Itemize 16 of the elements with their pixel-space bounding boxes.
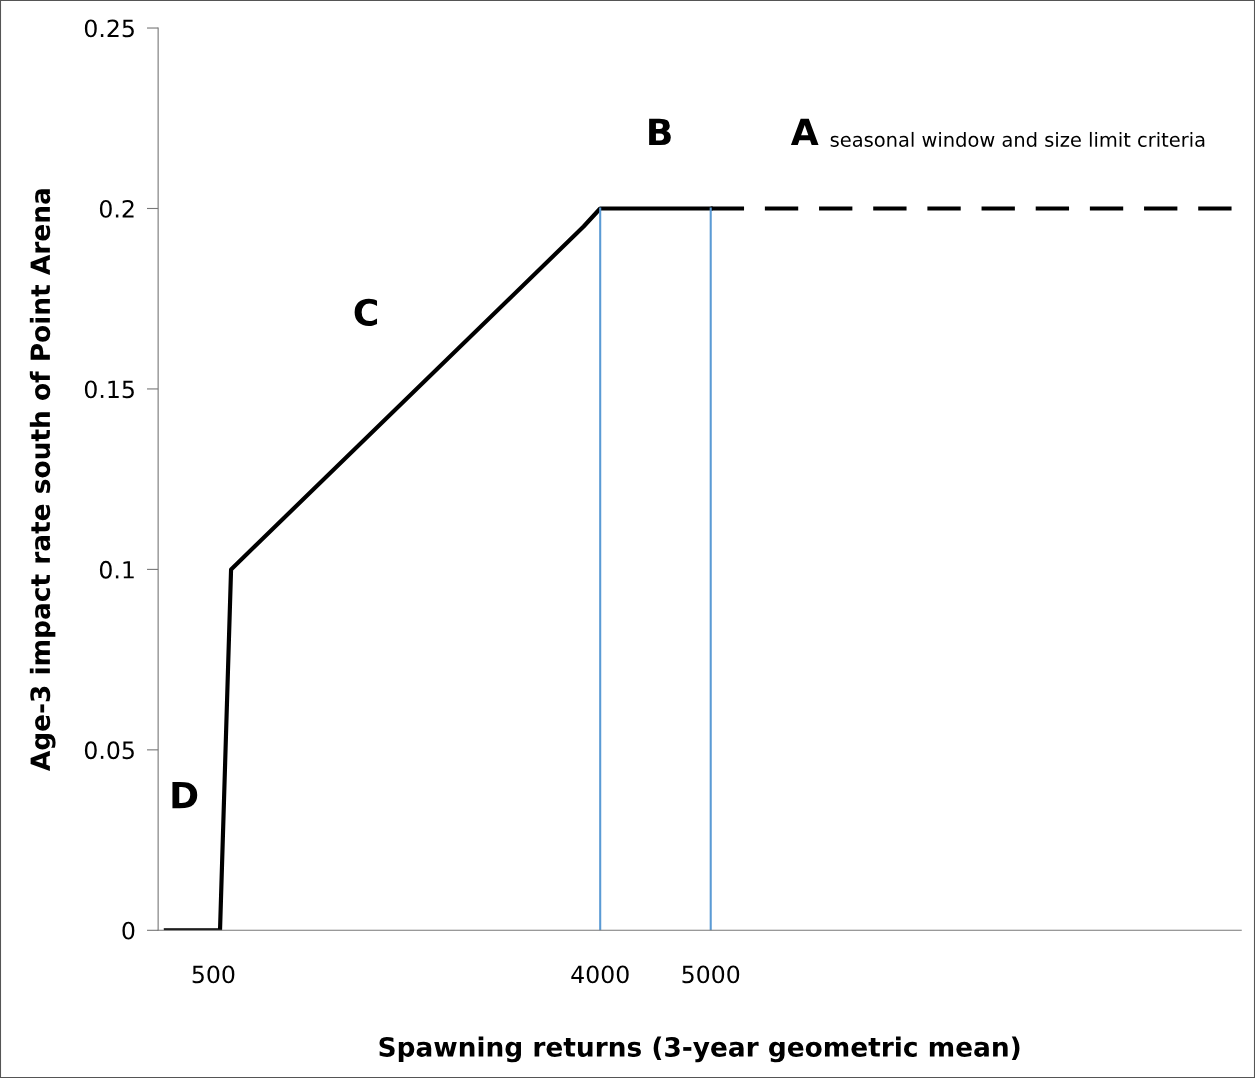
annotation: C bbox=[354, 298, 378, 326]
x-tick-label: 5000 bbox=[682, 965, 740, 984]
y-tick-label: 0 bbox=[122, 921, 135, 940]
x-axis-title: Spawning returns (3-year geometric mean) bbox=[379, 1036, 1020, 1063]
x-tick-label: 500 bbox=[192, 965, 235, 984]
annotation: D bbox=[172, 781, 198, 809]
y-axis-title: Age-3 impact rate south of Point Arena bbox=[29, 189, 56, 772]
y-tick-label: 0.1 bbox=[99, 560, 134, 579]
annotation: A bbox=[790, 118, 819, 146]
x-tick-label: 4000 bbox=[571, 965, 629, 984]
y-tick-label: 0.05 bbox=[84, 741, 134, 760]
annotation: seasonal window and size limit criteria bbox=[830, 131, 1205, 147]
y-tick-label: 0.15 bbox=[84, 380, 134, 399]
annotation: B bbox=[649, 118, 671, 146]
y-tick-label: 0.25 bbox=[84, 19, 134, 38]
y-tick-label: 0.2 bbox=[99, 199, 134, 218]
